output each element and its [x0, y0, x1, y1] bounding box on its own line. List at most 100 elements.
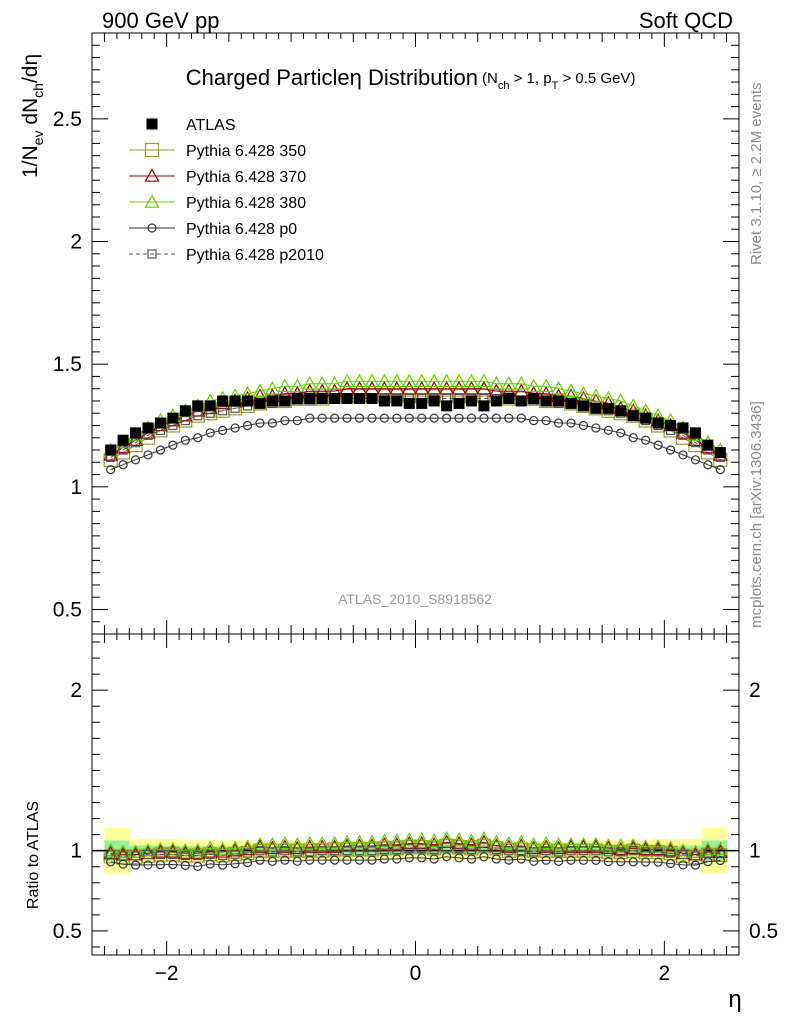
ratio-point — [578, 846, 589, 856]
ratio-point — [591, 846, 601, 856]
data-point — [143, 450, 153, 460]
legend-marker — [144, 194, 160, 208]
ratio-point — [155, 860, 166, 870]
ratio-point — [367, 846, 377, 856]
data-point — [715, 465, 725, 475]
data-point — [476, 373, 492, 388]
ratio-point — [115, 844, 131, 858]
data-point — [167, 412, 179, 424]
ratio-point — [417, 843, 427, 853]
ratio-point — [451, 832, 467, 846]
ratio-point — [653, 857, 663, 867]
data-point — [115, 439, 131, 454]
data-point — [254, 397, 266, 409]
ratio-point — [426, 833, 442, 847]
data-point — [367, 413, 377, 423]
data-point — [653, 440, 663, 450]
data-point — [426, 380, 442, 395]
ratio-point — [193, 861, 203, 871]
data-point — [193, 433, 203, 443]
data-point — [339, 373, 355, 388]
data-point — [488, 376, 504, 390]
data-point — [551, 380, 567, 395]
data-point — [389, 373, 405, 388]
data-point — [292, 415, 302, 426]
ratio-point — [653, 847, 663, 857]
ratio-y-tick-label: 0.5 — [53, 920, 82, 943]
ratio-point — [401, 835, 417, 850]
ratio-point — [541, 846, 551, 856]
ratio-point — [202, 844, 218, 858]
data-point — [279, 395, 291, 407]
series-line — [110, 417, 721, 471]
data-point — [128, 432, 144, 447]
ratio-y-tick-label: 2 — [70, 679, 82, 702]
ratio-point — [327, 835, 343, 850]
data-point — [503, 393, 515, 405]
y-axis-label: 1/Nev dNch/dη — [19, 54, 46, 178]
data-point — [428, 395, 440, 407]
legend-marker — [144, 168, 160, 182]
data-point — [466, 413, 477, 423]
data-point — [478, 400, 490, 412]
data-point — [463, 373, 480, 388]
data-point — [690, 438, 701, 448]
data-point — [541, 415, 551, 426]
ratio-point — [466, 854, 477, 864]
chart-title: Charged Particleη Distribution — [186, 65, 478, 90]
ratio-point — [404, 843, 414, 853]
ratio-point — [292, 847, 302, 857]
data-point — [342, 413, 352, 423]
data-point — [417, 413, 427, 423]
main-series-group — [103, 373, 728, 475]
ratio-point — [277, 835, 293, 850]
ratio-point — [339, 838, 355, 852]
ratio-point — [302, 835, 318, 850]
ratio-point — [155, 849, 166, 860]
y-tick-label: 1 — [70, 476, 82, 499]
data-point — [327, 376, 343, 390]
data-point — [678, 450, 688, 460]
data-point — [179, 405, 191, 417]
ratio-point — [638, 841, 654, 856]
ratio-point — [106, 850, 116, 860]
ratio-point — [342, 855, 352, 865]
ratio-point — [280, 846, 290, 856]
ratio-point — [454, 853, 464, 863]
legend-marker — [147, 249, 157, 259]
ratio-point — [267, 847, 278, 857]
x-axis-label: η — [728, 986, 741, 1013]
data-point — [168, 440, 178, 450]
data-point — [378, 395, 390, 407]
data-point — [204, 400, 216, 412]
ratio-point — [529, 856, 539, 866]
ratio-point — [463, 836, 480, 851]
ratio-point — [330, 846, 340, 856]
ratio-point — [330, 855, 340, 865]
ratio-point — [180, 860, 190, 870]
ratio-point — [538, 835, 554, 850]
data-point — [255, 418, 265, 428]
data-point — [590, 402, 602, 414]
ratio-point — [379, 844, 389, 855]
data-point — [615, 405, 627, 417]
ratio-point — [130, 851, 141, 861]
y-tick-label: 1.5 — [53, 353, 82, 376]
ratio-point — [529, 847, 539, 857]
y-tick-label: 2 — [70, 231, 82, 254]
ratio-point — [240, 839, 256, 853]
ratio-point — [205, 849, 215, 859]
ratio-point — [202, 840, 218, 855]
data-point — [218, 406, 228, 416]
legend-label: ATLAS — [186, 117, 236, 134]
data-point — [515, 395, 527, 407]
series-pythia-6-428-p0 — [106, 413, 725, 475]
y-tick-label: 2.5 — [53, 108, 82, 131]
ratio-point — [563, 836, 579, 851]
ratio-point — [628, 857, 638, 867]
x-tick-label: 2 — [659, 962, 671, 985]
data-point — [441, 400, 453, 412]
ratio-point — [715, 848, 725, 859]
ratio-point — [165, 841, 181, 856]
